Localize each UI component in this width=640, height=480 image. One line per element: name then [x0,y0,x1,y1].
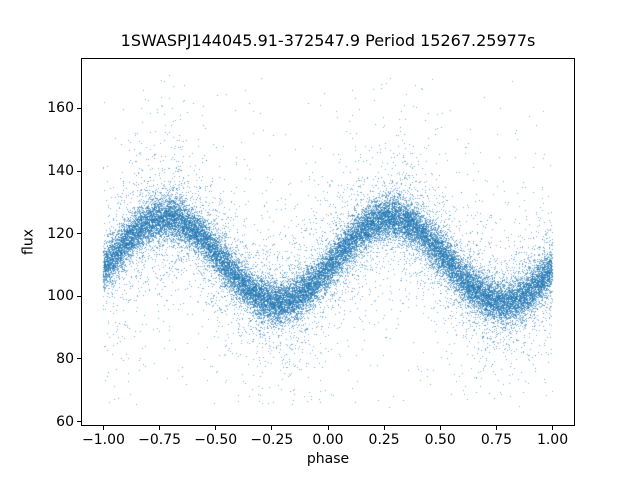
x-tick-label: −0.25 [250,432,294,448]
x-tick-mark [102,426,104,430]
x-tick-mark [383,426,385,430]
x-tick-mark [327,426,329,430]
y-tick-label: 100 [47,288,74,305]
x-tick-label: −1.00 [82,432,125,448]
y-tick-label: 60 [56,413,74,430]
x-tick-mark [439,426,441,430]
y-tick-label: 80 [56,350,74,367]
y-tick-mark [77,295,81,297]
y-tick-mark [77,170,81,172]
y-tick-label: 120 [47,225,74,242]
x-tick-mark [271,426,273,430]
axes-frame [81,58,575,426]
y-tick-label: 140 [47,163,74,180]
x-tick-label: −0.75 [138,432,182,448]
y-tick-mark [77,421,81,423]
x-tick-label: 0.75 [480,432,512,448]
y-tick-mark [77,107,81,109]
x-axis-label: phase [306,451,350,467]
x-tick-label: −0.50 [194,432,238,448]
x-tick-label: 0.50 [424,432,456,448]
x-tick-mark [495,426,497,430]
y-tick-mark [77,358,81,360]
x-tick-mark [215,426,217,430]
x-tick-mark [159,426,161,430]
y-tick-label: 160 [47,100,74,117]
y-tick-mark [77,233,81,235]
y-axis-label: flux [20,229,37,255]
x-tick-label: 0.00 [312,432,344,448]
x-tick-label: 0.25 [368,432,400,448]
x-tick-mark [552,426,554,430]
chart-title: 1SWASPJ144045.91-372547.9 Period 15267.2… [120,31,536,50]
x-tick-label: 1.00 [536,432,569,448]
